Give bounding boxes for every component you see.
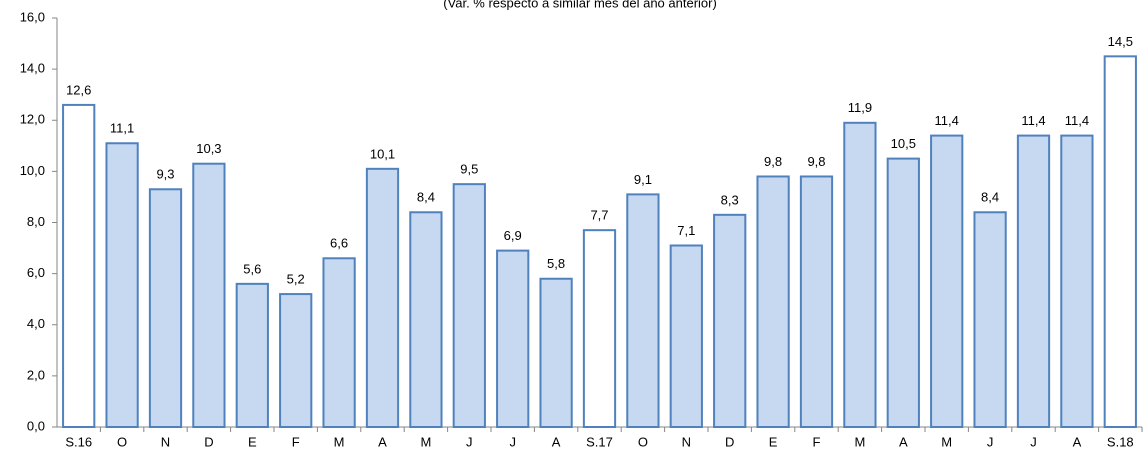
bar [452, 183, 486, 428]
value-label: 11,9 [848, 100, 872, 115]
bar [148, 188, 183, 428]
bar [930, 134, 964, 428]
value-label: 8,4 [417, 190, 435, 205]
x-tick-label: E [769, 434, 778, 449]
bar [539, 277, 573, 428]
bar [799, 175, 834, 428]
bar [886, 157, 920, 428]
chart-subtitle: (Var. % respecto a similar mes del año a… [443, 0, 717, 10]
bar [62, 103, 96, 428]
x-tick-label: M [941, 434, 952, 449]
value-label: 5,6 [243, 261, 261, 276]
value-label: 11,4 [1021, 113, 1045, 128]
bar [1060, 134, 1094, 428]
bar [322, 257, 356, 428]
value-label: 14,5 [1108, 34, 1133, 49]
y-tick-label: 12,0 [20, 112, 45, 127]
value-label: 9,8 [807, 154, 825, 169]
bar [756, 175, 790, 428]
y-tick-label: 2,0 [27, 367, 45, 382]
y-tick-label: 14,0 [20, 61, 45, 76]
value-label: 11,1 [110, 121, 134, 136]
value-label: 7,7 [590, 208, 608, 223]
value-label: 11,4 [1065, 113, 1089, 128]
bar [582, 229, 617, 428]
bar [409, 211, 443, 428]
bar [235, 282, 269, 428]
x-tick-label: M [420, 434, 431, 449]
x-tick-label: J [987, 434, 994, 449]
x-tick-label: A [552, 434, 561, 449]
x-tick-label: A [1073, 434, 1082, 449]
value-label: 8,3 [721, 192, 739, 207]
bar [496, 249, 530, 428]
x-tick-label: E [248, 434, 257, 449]
x-tick-label: D [204, 434, 213, 449]
bar [713, 213, 747, 428]
bar [669, 244, 703, 428]
x-tick-label: J [1030, 434, 1037, 449]
x-tick-label: S.18 [1107, 434, 1134, 449]
x-tick-label: F [813, 434, 821, 449]
x-tick-label: M [854, 434, 865, 449]
y-tick-label: 0,0 [27, 418, 45, 433]
value-label: 11,4 [935, 113, 959, 128]
value-label: 9,3 [156, 167, 174, 182]
x-tick-label: O [638, 434, 648, 449]
value-label: 7,1 [677, 223, 695, 238]
value-label: 10,3 [196, 141, 221, 156]
y-tick-label: 6,0 [27, 265, 45, 280]
value-label: 8,4 [981, 190, 999, 205]
value-label: 9,1 [634, 172, 652, 187]
bar [192, 162, 226, 429]
bar [626, 193, 660, 428]
value-label: 6,6 [330, 236, 348, 251]
x-tick-label: M [334, 434, 345, 449]
y-tick-label: 16,0 [20, 9, 45, 24]
y-tick-label: 10,0 [20, 163, 45, 178]
value-label: 10,1 [370, 146, 395, 161]
bar [105, 142, 139, 428]
x-tick-label: D [725, 434, 734, 449]
x-tick-label: J [509, 434, 516, 449]
bar [365, 167, 400, 428]
value-label: 12,6 [66, 82, 91, 97]
x-tick-label: N [161, 434, 170, 449]
y-tick-label: 4,0 [27, 316, 45, 331]
value-label: 10,5 [891, 136, 916, 151]
bar [843, 121, 877, 429]
x-tick-label: O [117, 434, 127, 449]
y-tick-label: 8,0 [27, 214, 45, 229]
bar [1103, 55, 1137, 428]
bar [1016, 134, 1051, 428]
x-tick-label: F [292, 434, 300, 449]
bar [973, 211, 1007, 428]
x-tick-label: A [899, 434, 908, 449]
bar [279, 293, 313, 429]
value-label: 5,8 [547, 256, 565, 271]
x-tick-label: S.16 [65, 434, 92, 449]
x-tick-label: S.17 [586, 434, 613, 449]
x-tick-label: N [682, 434, 691, 449]
value-label: 5,2 [287, 272, 305, 287]
value-label: 9,8 [764, 154, 782, 169]
x-tick-label: A [378, 434, 387, 449]
value-label: 9,5 [460, 162, 478, 177]
value-label: 6,9 [504, 228, 522, 243]
x-tick-label: J [466, 434, 473, 449]
